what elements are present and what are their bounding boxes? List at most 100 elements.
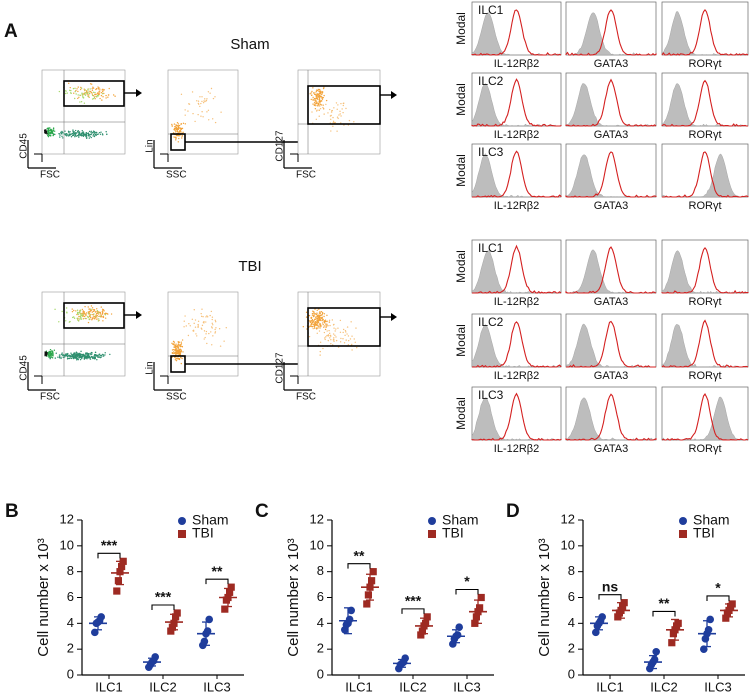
event-dot — [100, 314, 103, 316]
event-dot — [319, 107, 322, 110]
event-dot — [100, 131, 102, 133]
event-dot — [84, 93, 86, 95]
y-tick-label: 10 — [60, 537, 74, 552]
event-dot — [61, 352, 63, 354]
event-dot — [313, 312, 315, 315]
event-dot — [313, 319, 316, 321]
event-dot — [173, 128, 176, 130]
event-dot — [110, 313, 113, 315]
event-dot — [71, 134, 74, 137]
gating-plot: CD45 FSC — [19, 69, 142, 181]
event-dot — [92, 310, 95, 313]
histogram: IL-12Rβ2 ILC2 — [471, 72, 562, 141]
plot-frame — [167, 291, 239, 377]
event-dot — [322, 96, 325, 99]
stain-line — [471, 78, 562, 127]
y-tick-label: 4 — [317, 615, 324, 630]
event-dot — [77, 97, 79, 100]
event-dot — [77, 320, 80, 322]
event-dot — [314, 321, 317, 323]
event-dot — [197, 324, 199, 326]
event-dot — [47, 129, 49, 132]
event-dot — [174, 125, 176, 128]
cell-label: ILC2 — [478, 315, 504, 329]
event-dot — [184, 315, 186, 317]
event-dot — [324, 337, 326, 339]
event-dot — [323, 86, 325, 89]
event-dot — [103, 310, 105, 312]
event-dot — [80, 314, 82, 316]
event-dot — [356, 346, 358, 349]
event-dot — [83, 315, 86, 318]
event-dot — [49, 350, 52, 353]
event-dot — [60, 356, 62, 358]
event-dot — [313, 325, 315, 327]
event-dot — [73, 317, 76, 319]
event-dot — [323, 315, 325, 318]
y-axis-label: Cell number x 10³ — [285, 538, 302, 656]
event-dot — [69, 86, 71, 89]
y-tick-label: 8 — [317, 563, 324, 578]
event-dot — [311, 90, 313, 93]
event-dot — [98, 356, 100, 358]
data-point — [453, 631, 462, 639]
event-dot — [175, 359, 178, 362]
event-dot — [351, 335, 353, 337]
event-dot — [49, 349, 52, 351]
event-dot — [99, 311, 102, 314]
stain-line — [661, 9, 749, 56]
event-dot — [211, 327, 213, 329]
event-dot — [91, 94, 94, 97]
event-dot — [66, 134, 69, 136]
event-dot — [311, 314, 314, 316]
histogram: GATA3 — [565, 1, 657, 70]
gating-plot: CD45 FSC — [19, 291, 142, 403]
event-dot — [342, 331, 344, 334]
event-dot — [330, 114, 332, 117]
event-dot — [97, 95, 100, 97]
event-dot — [90, 308, 92, 311]
event-dot — [99, 315, 101, 317]
event-dot — [173, 351, 175, 353]
event-dot — [319, 311, 321, 313]
event-dot — [103, 355, 105, 357]
data-point — [200, 637, 209, 646]
event-dot — [87, 312, 90, 315]
event-dot — [179, 352, 182, 355]
event-dot — [84, 133, 86, 136]
event-dot — [99, 97, 101, 100]
event-dot — [326, 330, 328, 332]
event-dot — [93, 313, 95, 315]
event-dot — [79, 101, 81, 103]
event-dot — [203, 100, 205, 102]
event-dot — [87, 311, 89, 313]
event-dot — [194, 326, 197, 328]
event-dot — [99, 356, 101, 359]
event-dot — [90, 130, 92, 133]
event-dot — [312, 103, 314, 105]
event-dot — [317, 93, 320, 95]
data-point — [477, 593, 485, 602]
stain-line — [661, 247, 749, 294]
data-point — [172, 613, 180, 621]
event-dot — [324, 325, 326, 327]
hist-frame — [565, 239, 657, 294]
event-dot — [319, 317, 321, 320]
event-dot — [72, 131, 75, 134]
event-dot — [72, 87, 75, 90]
event-dot — [175, 358, 177, 360]
event-dot — [49, 355, 52, 357]
event-dot — [98, 93, 100, 96]
event-dot — [322, 323, 324, 326]
stain-line — [565, 78, 657, 127]
event-dot — [80, 87, 83, 89]
event-dot — [69, 134, 71, 136]
event-dot — [92, 86, 94, 88]
event-dot — [175, 137, 177, 140]
event-dot — [208, 119, 210, 121]
event-dot — [99, 313, 102, 315]
gating-plot: CD127 FSC — [275, 291, 397, 403]
event-dot — [98, 90, 100, 93]
gate — [307, 307, 381, 347]
event-dot — [325, 336, 327, 338]
